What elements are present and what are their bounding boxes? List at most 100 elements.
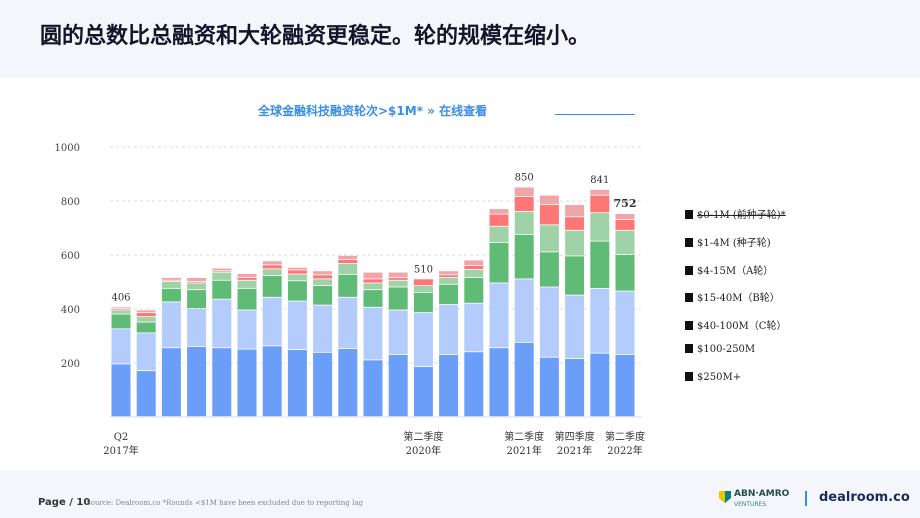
- bar-segment: [313, 271, 333, 275]
- bar-segment: [413, 367, 433, 417]
- legend-label: $4-15M（A轮）: [697, 266, 774, 277]
- page-headline: 圆的总数比总融资和大轮融资更稳定。轮的规模在缩小。: [40, 24, 591, 49]
- bar-segment: [439, 277, 459, 284]
- bar-total-label: 850: [515, 173, 534, 184]
- bar-segment: [287, 301, 307, 350]
- bar-segment: [489, 209, 509, 214]
- bar-segment: [338, 297, 358, 349]
- legend-swatch: [685, 266, 693, 275]
- bar-segment: [590, 189, 610, 195]
- bar-total-label: 510: [414, 264, 433, 275]
- bar-segment: [489, 242, 509, 283]
- bar-segment: [539, 357, 559, 417]
- bar-segment: [565, 358, 585, 417]
- bar-segment: [489, 226, 509, 243]
- bar-segment: [590, 213, 610, 241]
- legend-item-250m-plus: $250M+: [685, 372, 741, 386]
- bar-segment: [514, 279, 534, 342]
- bar-segment: [237, 288, 257, 310]
- bar-segment: [363, 307, 383, 360]
- bar-segment: [565, 205, 585, 217]
- y-tick-label: 800: [61, 197, 80, 208]
- bar-segment: [212, 280, 232, 299]
- x-tick-label: 第二季度: [403, 430, 443, 443]
- bar-segment: [111, 307, 131, 309]
- bar-segment: [363, 360, 383, 417]
- legend-label: $100-250M: [697, 344, 756, 355]
- legend-label: $250M+: [697, 372, 742, 383]
- chart-title-link[interactable]: 全球金融科技融资轮次>$1M* » 在线查看: [258, 104, 488, 118]
- bar-segment: [464, 260, 484, 265]
- bar-segment: [161, 288, 181, 302]
- bar-segment: [313, 305, 333, 352]
- bar-segment: [539, 252, 559, 287]
- bar-segment: [287, 274, 307, 281]
- bar-total-label: 841: [590, 175, 609, 186]
- footer-divider: [805, 491, 807, 506]
- bar-segment: [615, 354, 635, 417]
- bar-segment: [338, 348, 358, 417]
- partner-logo-text: ABN·AMRO: [734, 489, 790, 499]
- bar-segment: [363, 272, 383, 279]
- header: 圆的总数比总融资和大轮融资更稳定。轮的规模在缩小。: [0, 0, 920, 76]
- bar-segment: [615, 213, 635, 220]
- legend-item-series-c: $40-100M（C轮）: [685, 317, 787, 332]
- bar-segment: [439, 284, 459, 305]
- bar-segment: [489, 214, 509, 226]
- legend-item-seed: $1-4M (种子轮): [685, 234, 771, 249]
- bar-segment: [161, 282, 181, 288]
- bar-segment: [413, 313, 433, 367]
- bar-segment: [363, 283, 383, 290]
- legend-item-pre-seed: $0-1M (前种子轮)*: [685, 206, 786, 221]
- y-tick-label: 400: [61, 305, 80, 316]
- bar-segment: [287, 270, 307, 274]
- bar-segment: [187, 283, 207, 290]
- bar-segment: [363, 279, 383, 283]
- bar-segment: [237, 273, 257, 278]
- bar-segment: [313, 279, 333, 286]
- bar-segment: [590, 288, 610, 353]
- bar-segment: [187, 290, 207, 309]
- bar-segment: [565, 230, 585, 256]
- bar-segment: [514, 196, 534, 211]
- bar-segment: [313, 275, 333, 279]
- bar-segment: [615, 219, 635, 230]
- bar-segment: [212, 299, 232, 348]
- bar-segment: [615, 291, 635, 355]
- bar-segment: [514, 342, 534, 417]
- bar-segment: [111, 310, 131, 314]
- chart-title-underline: [555, 114, 635, 115]
- bar-segment: [539, 205, 559, 225]
- bar-segment: [111, 314, 131, 329]
- bar-segment: [237, 277, 257, 280]
- partner-logo-subtext: VENTURES: [734, 501, 767, 508]
- bar-segment: [187, 277, 207, 282]
- dealroom-logo[interactable]: dealroom.co: [819, 490, 910, 505]
- bar-segment: [111, 309, 131, 310]
- bar-segment: [363, 290, 383, 307]
- source-note: Source: Dealroom.co *Rounds <$1M have be…: [86, 499, 364, 507]
- bar-segment: [615, 230, 635, 255]
- bar-segment: [262, 297, 282, 346]
- bar-segment: [313, 352, 333, 417]
- bar-segment: [111, 329, 131, 364]
- bar-segment: [565, 256, 585, 295]
- bar-segment: [136, 313, 156, 317]
- x-tick-label: 第二季度: [605, 430, 645, 443]
- bar-segment: [161, 280, 181, 282]
- legend-swatch: [685, 321, 693, 330]
- bar-segment: [212, 268, 232, 271]
- page-number: Page / 10: [38, 497, 91, 508]
- bar-segment: [287, 350, 307, 417]
- bar-segment: [313, 286, 333, 305]
- legend-label: $40-100M（C轮）: [697, 321, 787, 332]
- bar-segment: [136, 310, 156, 313]
- y-tick-label: 200: [61, 359, 80, 370]
- bar-segment: [212, 271, 232, 272]
- bar-segment: [388, 277, 408, 280]
- bar-segment: [338, 259, 358, 264]
- bar-segment: [338, 274, 358, 297]
- bar-segment: [136, 333, 156, 371]
- legend-swatch: [685, 238, 693, 247]
- legend-swatch: [685, 372, 693, 381]
